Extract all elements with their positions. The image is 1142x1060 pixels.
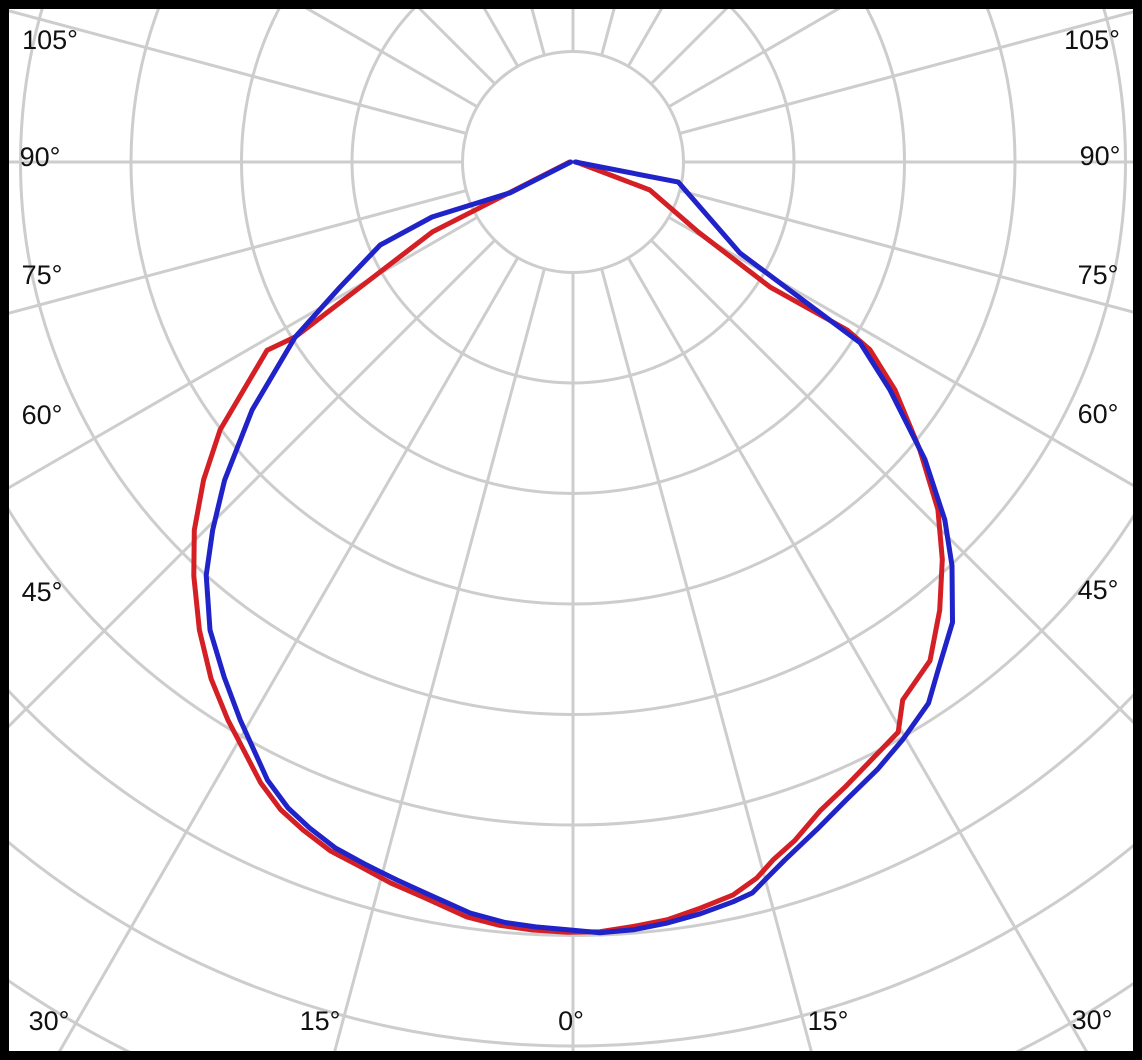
angle-tick-label: 15°: [808, 1006, 849, 1036]
angle-tick-label: 15°: [300, 1006, 341, 1036]
grid-spoke: [667, 215, 1142, 493]
angle-tick-label: 90°: [1080, 141, 1121, 171]
grid-spoke: [330, 268, 546, 1060]
grid-spoke: [600, 268, 816, 1060]
angle-tick-label: 60°: [22, 400, 63, 430]
angle-tick-label: 0°: [558, 1006, 584, 1036]
grid-spoke: [679, 7, 1142, 135]
angle-tick-label: 105°: [1064, 25, 1120, 55]
curve-blue: [203, 159, 955, 936]
angle-tick-label: 45°: [1078, 575, 1119, 605]
grid-spoke: [626, 256, 1094, 1060]
angle-tick-label: 105°: [22, 25, 78, 55]
angle-tick-labels: 105° 105° 90° 90° 75° 75° 60° 60° 45° 45° 30° 15° 0°…: [20, 25, 1121, 1036]
intensity-curves: [191, 159, 955, 936]
angle-tick-label: 45°: [22, 577, 63, 607]
angle-tick-label: 30°: [29, 1006, 70, 1036]
grid-spoke: [650, 239, 1142, 734]
angle-tick-label: 30°: [1072, 1005, 1113, 1035]
grid-spoke: [0, 215, 479, 495]
angle-tick-label: 75°: [22, 260, 63, 290]
grid-spoke: [52, 256, 520, 1060]
angle-tick-label: 75°: [1078, 260, 1119, 290]
angle-tick-label: 90°: [20, 142, 61, 172]
grid-spoke: [0, 6, 467, 135]
grid-spoke: [0, 189, 467, 318]
angle-tick-label: 60°: [1078, 399, 1119, 429]
grid-spoke: [679, 189, 1142, 317]
